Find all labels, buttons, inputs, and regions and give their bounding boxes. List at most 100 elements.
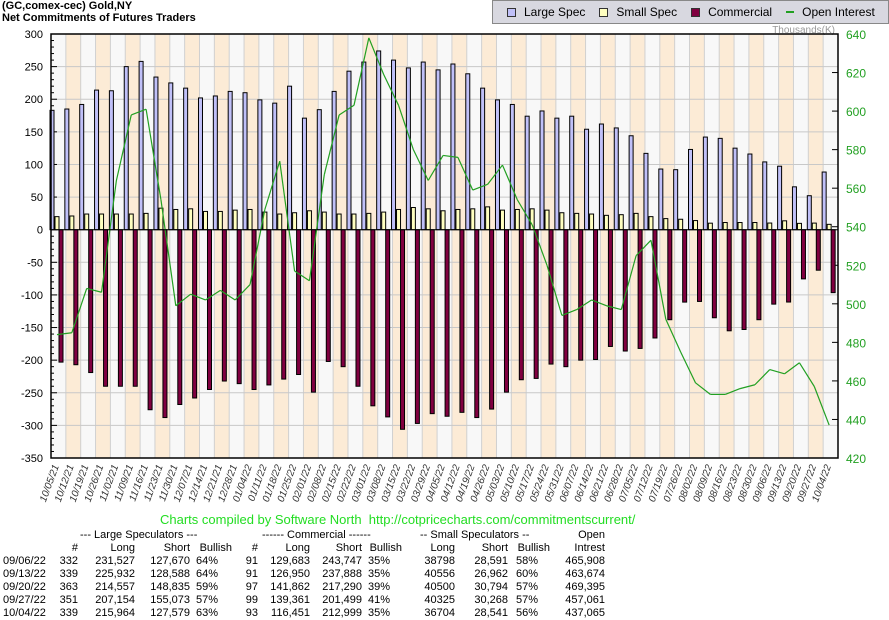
large-spec-bar — [287, 85, 293, 231]
large-spec-bar — [732, 147, 738, 231]
open-interest-line-segment — [665, 318, 682, 353]
commercial-bar — [503, 229, 509, 393]
small-spec-bar — [381, 211, 387, 231]
large-spec-bar — [702, 136, 708, 231]
small-spec-bar — [247, 208, 253, 231]
y2-tick-label: 540 — [846, 221, 866, 235]
small-spec-bar — [366, 212, 372, 231]
row-date: 09/20/22 — [3, 581, 46, 593]
week-stripe — [511, 34, 527, 458]
table-cell: 41% — [367, 594, 390, 606]
table-cell: 40500 — [424, 581, 455, 593]
large-spec-bar — [168, 82, 174, 231]
legend-item-commercial: Commercial — [691, 5, 772, 19]
table-cell: 243,747 — [322, 555, 362, 567]
commercial-bar — [578, 229, 584, 361]
table-cell: 457,061 — [565, 594, 605, 606]
commercial-bar — [177, 229, 183, 406]
commercial-bar — [533, 229, 539, 379]
small-spec-bar — [782, 220, 788, 231]
week-stripe — [600, 34, 616, 458]
column-header: Short — [335, 542, 362, 554]
y-tick-label: 300 — [25, 29, 43, 41]
table-cell: 38798 — [424, 555, 455, 567]
small-spec-bar — [54, 216, 60, 231]
table-cell: 155,073 — [150, 594, 190, 606]
table-cell: 207,154 — [95, 594, 135, 606]
chart-title-instrument: (GC,comex-cec) Gold,NY — [2, 0, 133, 12]
y-tick-label: -300 — [21, 420, 43, 432]
open-interest-line-segment — [695, 382, 711, 395]
large-spec-bar — [628, 135, 634, 231]
y-tick-label: -150 — [21, 323, 43, 335]
open-interest-line-segment — [427, 155, 444, 181]
table-cell: 217,290 — [322, 581, 362, 593]
large-spec-bar — [331, 90, 337, 231]
table-cell: 231,527 — [95, 555, 135, 567]
table-cell: 116,451 — [271, 607, 310, 619]
large-spec-bar — [257, 99, 263, 231]
table-cell: 332 — [59, 555, 78, 567]
row-date: 09/13/22 — [3, 568, 46, 580]
commercial-bar — [830, 229, 836, 294]
legend-label: Large Spec — [524, 5, 586, 19]
commercial-bar — [162, 229, 168, 419]
open-interest-line-segment — [561, 309, 577, 316]
small-spec-bar — [796, 222, 802, 231]
commercial-bar — [786, 229, 792, 303]
commercial-bar — [474, 229, 480, 419]
open-interest-line-segment — [501, 164, 518, 200]
commercial-bar — [489, 229, 495, 410]
commercial-bar — [206, 229, 212, 391]
open-interest-header: Open — [578, 529, 605, 541]
week-stripe — [570, 34, 586, 458]
column-header: Short — [481, 542, 508, 554]
large-spec-bar — [688, 148, 694, 231]
small-spec-bar — [425, 208, 431, 231]
open-interest-line-segment — [724, 388, 741, 395]
large-spec-bar — [346, 70, 352, 231]
table-cell: 91 — [245, 555, 258, 567]
small-spec-bar — [663, 218, 669, 231]
table-cell: 56% — [515, 607, 538, 619]
y2-tick-label: 620 — [846, 67, 866, 81]
credit-link[interactable]: Charts compiled by Software North http:/… — [160, 512, 636, 527]
open-interest-line-segment — [606, 305, 622, 311]
cot-chart: 300250200150100500-50-100-150-200-250-30… — [21, 25, 866, 504]
small-spec-bar — [232, 209, 238, 231]
open-interest-line-segment — [813, 386, 830, 426]
open-interest-line-segment — [338, 104, 355, 116]
column-header: # — [251, 542, 258, 554]
table-cell: 201,499 — [322, 594, 362, 606]
large-spec-bar — [123, 66, 129, 231]
small-spec-bar — [633, 212, 639, 231]
small-spec-bar — [737, 222, 743, 231]
commercial-bar — [682, 229, 688, 303]
column-header: Short — [163, 542, 190, 554]
commercial-bar — [815, 229, 821, 271]
table-cell: 148,835 — [150, 581, 190, 593]
table-cell: 225,932 — [95, 568, 135, 580]
table-cell: 339 — [59, 568, 78, 580]
small-spec-bar — [410, 207, 416, 231]
commercial-bar — [459, 229, 465, 413]
small-spec-bar — [485, 206, 491, 231]
large-spec-bar — [227, 90, 233, 231]
small-spec-bar — [128, 213, 134, 231]
open-interest-line-segment — [457, 157, 474, 191]
y2-tick-label: 440 — [846, 413, 866, 427]
table-cell: 64% — [195, 568, 218, 580]
large-spec-bar — [361, 61, 367, 231]
week-stripe — [65, 34, 81, 458]
open-interest-line-segment — [234, 284, 251, 301]
open-interest-line-segment — [368, 37, 385, 75]
small-spec-bar — [173, 208, 179, 231]
small-spec-bar — [321, 211, 327, 231]
legend-label: Small Spec — [616, 5, 678, 19]
commercial-bar — [147, 229, 153, 411]
open-interest-line-segment — [472, 183, 488, 191]
table-cell: 126,950 — [270, 568, 310, 580]
table-cell: 215,964 — [95, 607, 135, 619]
open-interest-line-segment — [56, 332, 72, 336]
commercial-bar — [117, 229, 123, 387]
